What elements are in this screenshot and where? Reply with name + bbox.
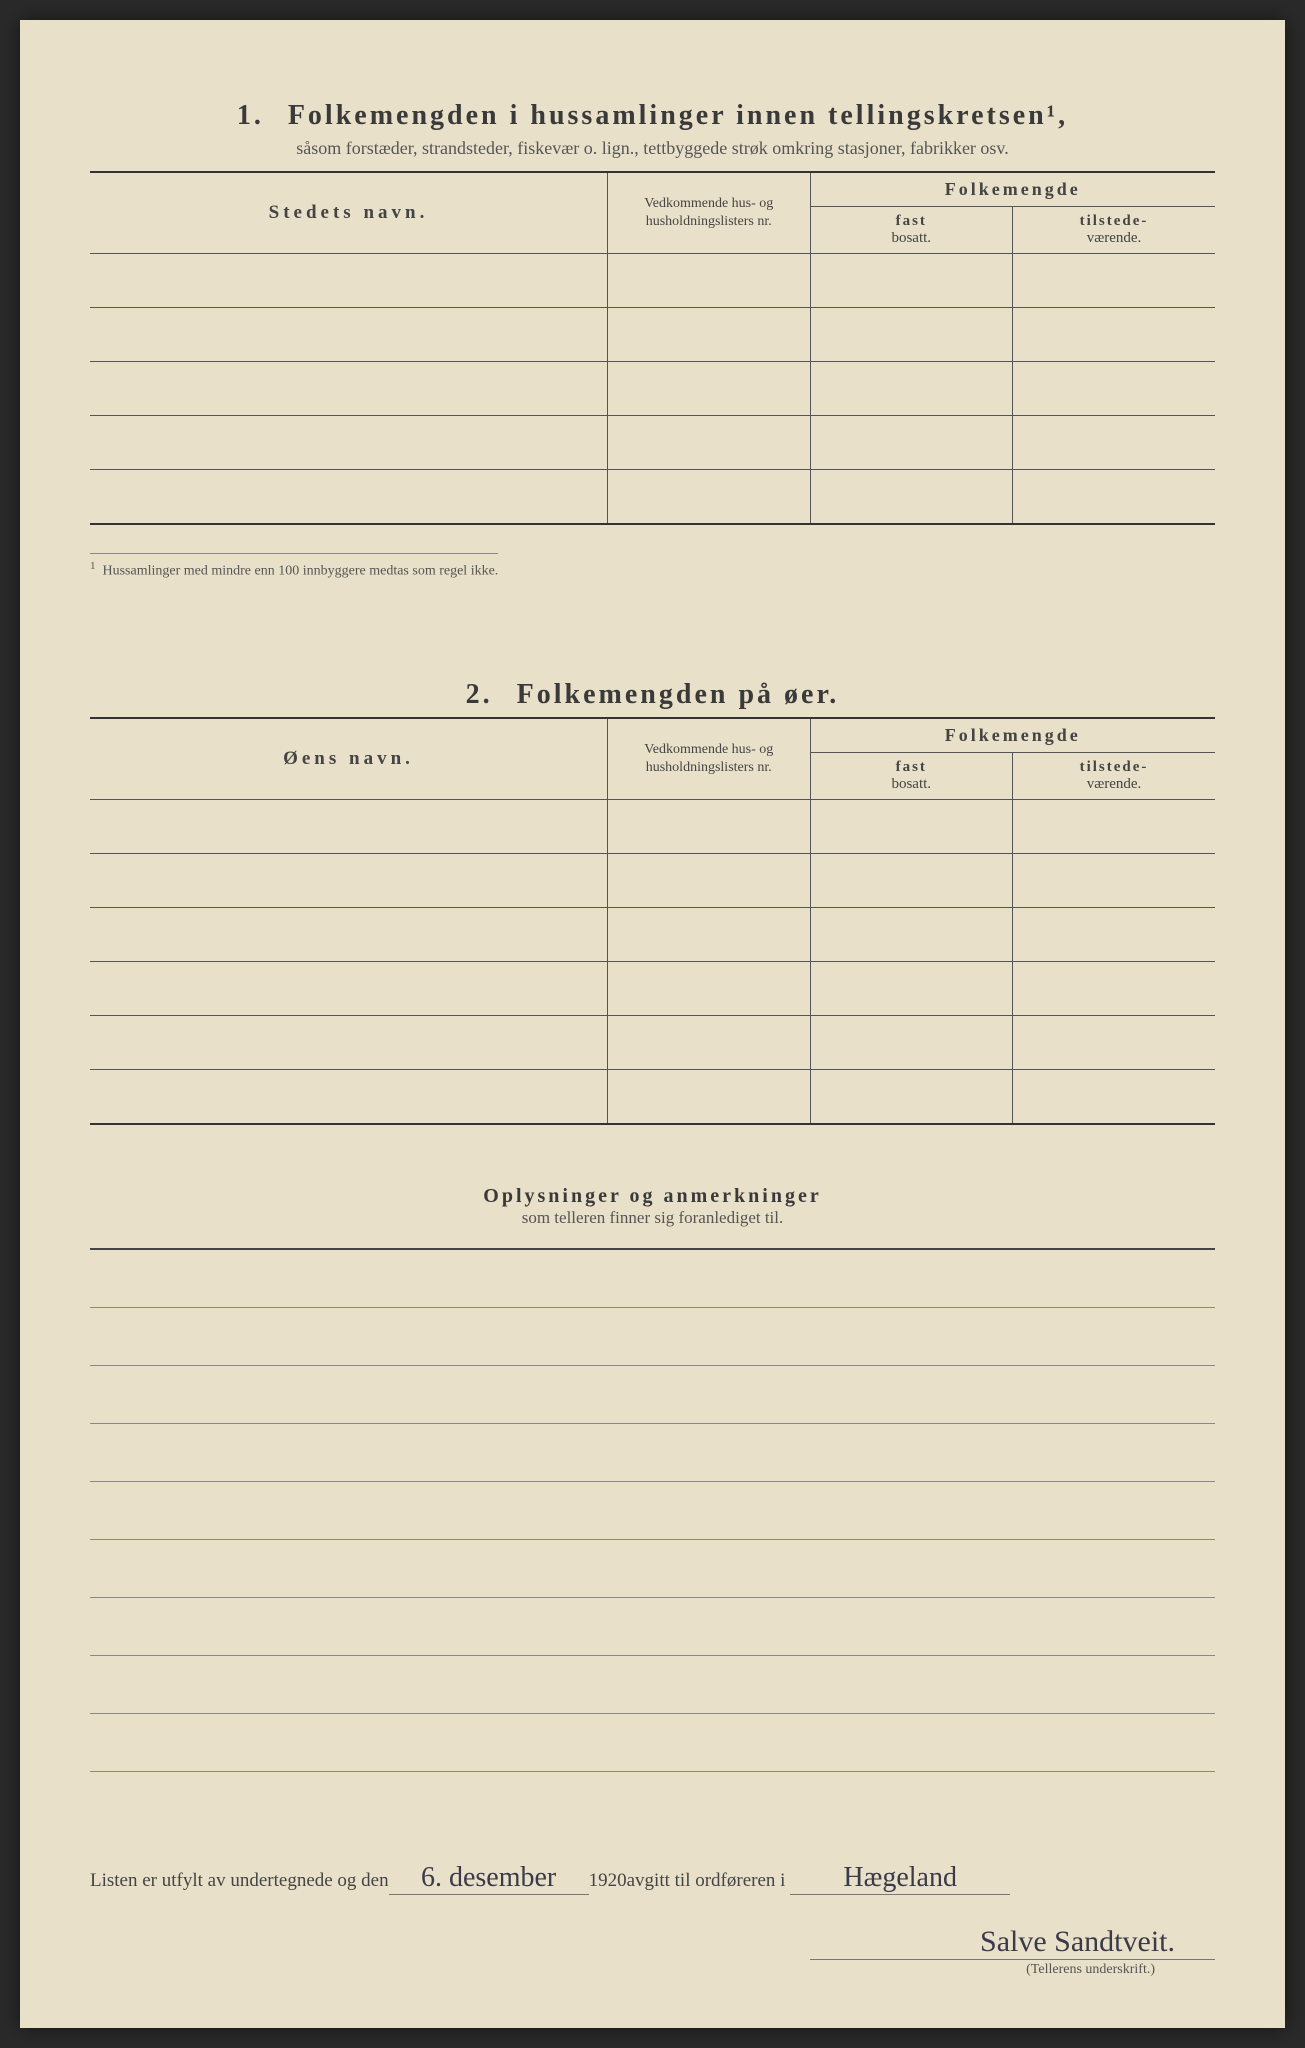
table-row [90, 470, 1215, 524]
remarks-title: Oplysninger og anmerkninger [90, 1185, 1215, 1208]
col-tilstede-2: tilstede-værende. [1013, 753, 1216, 800]
sig-text2: avgitt til ordføreren i [627, 1870, 786, 1892]
section1-title-text: Folkemengden i hussamlinger innen tellin… [288, 100, 1068, 131]
section2-number: 2. [466, 679, 493, 710]
remarks-lines [90, 1248, 1215, 1772]
census-form-page: 1. Folkemengden i hussamlinger innen tel… [20, 20, 1285, 2028]
section1-number: 1. [237, 100, 264, 131]
col-oens-navn: Øens navn. [90, 718, 608, 800]
signature-block: Listen er utfylt av undertegnede og den … [90, 1862, 1215, 1978]
table-row [90, 1016, 1215, 1070]
remark-line [90, 1482, 1215, 1540]
remark-line [90, 1308, 1215, 1366]
remark-line [90, 1366, 1215, 1424]
sig-year: 1920 [589, 1870, 627, 1892]
table-2: Øens navn. Vedkommende hus- og husholdni… [90, 717, 1215, 1125]
footnote-1: 1 Hussamlinger med mindre enn 100 innbyg… [90, 553, 498, 580]
table-row [90, 362, 1215, 416]
sig-date: 6. desember [389, 1862, 589, 1895]
section-2: 2. Folkemengden på øer. Øens navn. Vedko… [90, 679, 1215, 1125]
remark-line [90, 1424, 1215, 1482]
col-fast: fastbosatt. [810, 207, 1013, 254]
sig-name: Salve Sandtveit. [90, 1925, 1215, 1959]
remark-line [90, 1250, 1215, 1308]
section2-title: 2. Folkemengden på øer. [90, 679, 1215, 711]
section-1: 1. Folkemengden i hussamlinger innen tel… [90, 100, 1215, 579]
table-row [90, 908, 1215, 962]
remark-line [90, 1714, 1215, 1772]
table-row [90, 308, 1215, 362]
remark-line [90, 1540, 1215, 1598]
section1-title: 1. Folkemengden i hussamlinger innen tel… [90, 100, 1215, 132]
col-stedets-navn: Stedets navn. [90, 172, 608, 254]
remarks-subtitle: som telleren finner sig foranlediget til… [90, 1208, 1215, 1228]
col-folkemengde: Folkemengde [810, 172, 1215, 207]
col-fast-2: fastbosatt. [810, 753, 1013, 800]
table-row [90, 416, 1215, 470]
section-3-remarks: Oplysninger og anmerkninger som telleren… [90, 1185, 1215, 1772]
remark-line [90, 1656, 1215, 1714]
col-tilstede: tilstede-værende. [1013, 207, 1216, 254]
table-row [90, 1070, 1215, 1124]
table-row [90, 254, 1215, 308]
col-lists: Vedkommende hus- og husholdningslisters … [608, 172, 811, 254]
table-row [90, 962, 1215, 1016]
table-row [90, 854, 1215, 908]
section2-title-text: Folkemengden på øer. [517, 679, 840, 710]
table-1: Stedets navn. Vedkommende hus- og hushol… [90, 171, 1215, 525]
section1-subtitle: såsom forstæder, strandsteder, fiskevær … [90, 138, 1215, 159]
sig-place: Hægeland [790, 1862, 1010, 1895]
sig-text1: Listen er utfylt av undertegnede og den [90, 1870, 389, 1892]
table-row [90, 800, 1215, 854]
sig-caption: (Tellerens underskrift.) [810, 1959, 1215, 1978]
col-folkemengde-2: Folkemengde [810, 718, 1215, 753]
signature-line: Listen er utfylt av undertegnede og den … [90, 1862, 1215, 1895]
col-lists-2: Vedkommende hus- og husholdningslisters … [608, 718, 811, 800]
remark-line [90, 1598, 1215, 1656]
